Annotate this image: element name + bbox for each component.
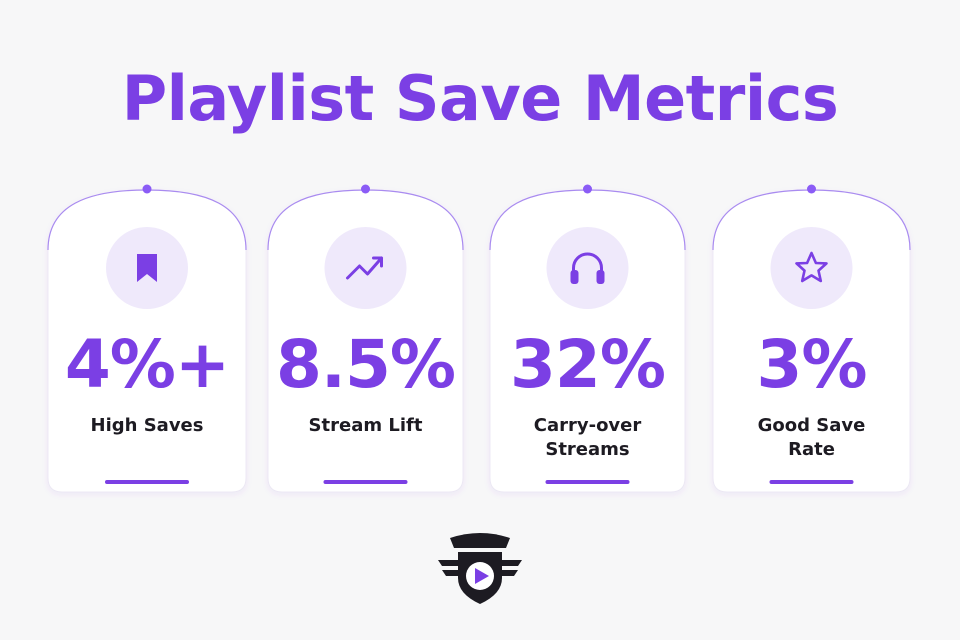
- card-dot: [361, 184, 370, 194]
- title: Playlist Save Metrics: [121, 62, 839, 135]
- metric-label: High Saves: [90, 415, 204, 436]
- cards: [47, 184, 911, 493]
- icon: [570, 252, 605, 284]
- metric-value: 32%: [510, 326, 666, 403]
- icon-bg: [324, 227, 407, 309]
- card-underline: [545, 480, 630, 484]
- card-underline: [105, 480, 189, 484]
- metric-label: Good Save Rate: [757, 415, 866, 460]
- card-dot: [583, 184, 592, 194]
- logo: [438, 533, 522, 604]
- card-underline: [323, 480, 408, 484]
- card-underline: [769, 480, 854, 484]
- metric-label: Carry-over Streams: [533, 415, 642, 460]
- icon-bg: [546, 227, 629, 309]
- card-dot: [807, 184, 816, 194]
- metric-label: Stream Lift: [308, 415, 423, 436]
- icon-bg: [770, 227, 853, 309]
- card-dot: [142, 184, 152, 194]
- metric-value: 4%+: [64, 326, 230, 403]
- metric-value: 3%: [756, 326, 867, 403]
- icon: [795, 251, 828, 283]
- metric-value: 8.5%: [275, 326, 456, 403]
- icon: [137, 254, 157, 282]
- icon: [346, 256, 383, 280]
